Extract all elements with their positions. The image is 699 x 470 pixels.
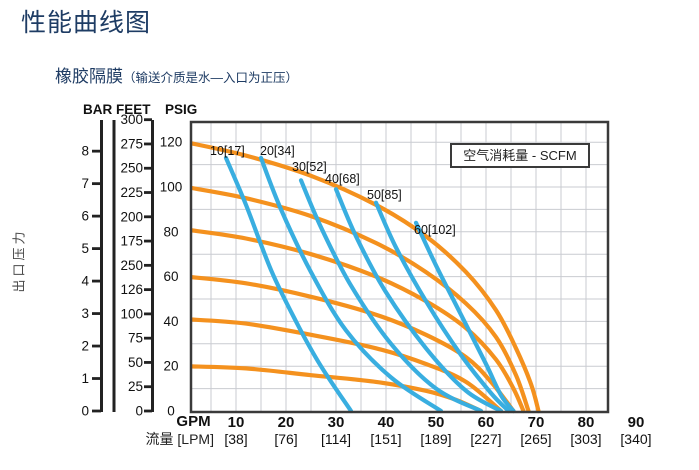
psig-tick-label: 120 bbox=[160, 135, 183, 150]
pressure-curve-60psig bbox=[191, 274, 516, 414]
x-axis-labels: 10[38] 20[76] 30[114] 40[151] 50[189] 60[227]… bbox=[224, 414, 651, 447]
feet-tick-label: 200 bbox=[120, 209, 143, 224]
feet-tick-label: 300 bbox=[120, 112, 143, 127]
feet-tick-label: 225 bbox=[120, 185, 143, 200]
gpm-tick-label: 60 bbox=[478, 414, 495, 431]
lpm-tick-label: [303] bbox=[570, 431, 601, 447]
lpm-tick-label: [114] bbox=[321, 431, 351, 447]
x-axis-unit-gpm: GPM bbox=[176, 413, 211, 430]
psig-tick-label: 100 bbox=[160, 180, 183, 195]
plot-border bbox=[189, 120, 610, 414]
gpm-tick-label: 70 bbox=[528, 414, 545, 431]
air-curve-label-50: 50[85] bbox=[367, 188, 402, 202]
feet-tick-label: 100 bbox=[120, 306, 143, 321]
bar-tick-label: 2 bbox=[81, 339, 89, 354]
pressure-curve-40psig bbox=[191, 317, 504, 414]
psig-axis: 120 100 80 60 40 20 0 bbox=[160, 135, 183, 419]
psig-axis-header: PSIG bbox=[165, 102, 198, 117]
air-curve-20scfm bbox=[258, 155, 444, 414]
air-curve-30scfm bbox=[298, 178, 484, 414]
feet-axis-header: FEET bbox=[116, 102, 151, 117]
feet-tick-label: 250 bbox=[120, 161, 143, 176]
pressure-curve-100psig bbox=[191, 185, 531, 414]
lpm-tick-label: [227] bbox=[470, 431, 501, 447]
feet-tick-label: 175 bbox=[120, 234, 143, 249]
psig-tick-label: 20 bbox=[163, 359, 178, 374]
bar-axis: 8 7 6 5 4 3 2 1 0 bbox=[81, 120, 103, 419]
bar-tick-label: 7 bbox=[81, 176, 89, 191]
page-title: 性能曲线图 bbox=[21, 9, 152, 37]
air-consumption-curves bbox=[223, 155, 516, 414]
gpm-tick-label: 80 bbox=[578, 414, 595, 431]
feet-tick-label: 250 bbox=[120, 258, 143, 273]
lpm-tick-label: [265] bbox=[520, 431, 551, 447]
lpm-tick-label: [340] bbox=[620, 431, 651, 447]
air-curve-label-30: 30[52] bbox=[292, 160, 327, 174]
legend-label: 空气消耗量 - SCFM bbox=[463, 148, 577, 163]
air-curve-60scfm bbox=[413, 220, 516, 414]
feet-tick-label: 275 bbox=[120, 136, 143, 151]
lpm-tick-label: [38] bbox=[224, 431, 247, 447]
bar-tick-label: 0 bbox=[81, 404, 89, 419]
diaphragm-type-label: 橡胶隔膜 bbox=[55, 67, 123, 86]
air-curve-10scfm bbox=[223, 155, 354, 414]
gpm-tick-label: 90 bbox=[628, 414, 645, 431]
pressure-curve-120psig bbox=[191, 141, 541, 414]
air-curve-label-20: 20[34] bbox=[260, 144, 295, 158]
feet-tick-label: 25 bbox=[128, 379, 143, 394]
plot-grid bbox=[191, 122, 608, 412]
air-curve-label-60: 60[102] bbox=[414, 223, 456, 237]
lpm-tick-label: [151] bbox=[370, 431, 401, 447]
bar-tick-label: 1 bbox=[81, 371, 89, 386]
gpm-tick-label: 40 bbox=[378, 414, 395, 431]
gpm-tick-label: 30 bbox=[328, 414, 345, 431]
psig-tick-label: 80 bbox=[163, 224, 178, 239]
feet-tick-label: 126 bbox=[120, 282, 143, 297]
air-curve-50scfm bbox=[373, 200, 511, 414]
lpm-tick-label: [189] bbox=[420, 431, 451, 447]
air-curve-label-10: 10[17] bbox=[210, 144, 245, 158]
psig-tick-label: 60 bbox=[163, 269, 178, 284]
bar-tick-label: 6 bbox=[81, 209, 89, 224]
air-curve-label-40: 40[68] bbox=[325, 172, 360, 186]
psig-tick-label: 0 bbox=[167, 404, 175, 419]
legend: 空气消耗量 - SCFM bbox=[450, 143, 590, 168]
bar-tick-label: 8 bbox=[81, 144, 89, 159]
bar-tick-label: 3 bbox=[81, 306, 89, 321]
gpm-tick-label: 50 bbox=[428, 414, 445, 431]
medium-note: （输送介质是水—入口为正压） bbox=[123, 71, 299, 85]
x-axis-unit-lpm: 流量 [LPM] bbox=[145, 431, 214, 447]
bar-tick-label: 4 bbox=[81, 274, 89, 289]
psig-tick-label: 40 bbox=[163, 314, 178, 329]
feet-tick-label: 75 bbox=[128, 331, 143, 346]
bar-axis-header: BAR bbox=[83, 102, 113, 117]
feet-tick-label: 50 bbox=[128, 355, 143, 370]
air-curve-labels: 10[17] 20[34] 30[52]40[68] 50[85] 60[102] bbox=[210, 144, 456, 237]
gpm-tick-label: 20 bbox=[278, 414, 295, 431]
bar-tick-label: 5 bbox=[81, 241, 89, 256]
lpm-tick-label: [76] bbox=[274, 431, 297, 447]
gpm-tick-label: 10 bbox=[228, 414, 245, 431]
chart-subtitle: 橡胶隔膜（输送介质是水—入口为正压） bbox=[55, 62, 298, 87]
feet-tick-label: 0 bbox=[135, 404, 143, 419]
air-curve-40scfm bbox=[333, 187, 504, 414]
